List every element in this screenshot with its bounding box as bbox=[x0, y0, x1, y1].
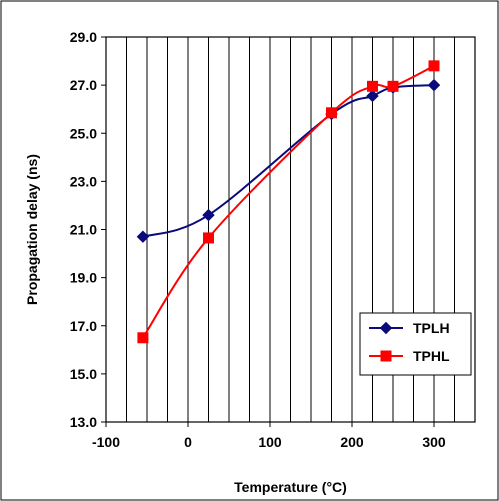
data-point-tphl bbox=[428, 60, 440, 72]
legend: TPLH TPHL bbox=[359, 312, 472, 376]
data-point-tphl bbox=[367, 80, 378, 92]
legend-box bbox=[359, 312, 472, 376]
y-tick-label: 23.0 bbox=[70, 173, 97, 189]
series-layer bbox=[136, 60, 441, 344]
series-tphl bbox=[137, 60, 440, 344]
data-point-tplh bbox=[427, 78, 441, 92]
y-tick-label: 27.0 bbox=[70, 77, 97, 93]
legend-marker-tplh bbox=[379, 321, 393, 335]
y-tick-label: 21.0 bbox=[70, 222, 97, 238]
tick-labels: 13.0 15.0 17.0 19.0 21.0 23.0 25.0 27.0 29.0 -100… bbox=[70, 29, 446, 450]
x-tick-label: 100 bbox=[258, 434, 282, 450]
x-tick-label: 200 bbox=[340, 434, 364, 450]
y-tick-label: 19.0 bbox=[70, 270, 97, 286]
data-point-tphl bbox=[137, 332, 149, 344]
data-point-tphl bbox=[203, 232, 214, 244]
plot-area bbox=[101, 36, 476, 427]
data-point-tplh bbox=[136, 230, 150, 243]
legend-label-tplh: TPLH bbox=[413, 320, 450, 336]
y-tick-label: 25.0 bbox=[70, 125, 97, 141]
y-axis-title: Propagation delay (ns) bbox=[24, 154, 40, 305]
legend-marker-tphl bbox=[380, 350, 392, 362]
data-point-tphl bbox=[387, 80, 399, 92]
data-point-tphl bbox=[326, 107, 337, 119]
legend-label-tphl: TPHL bbox=[413, 348, 450, 364]
legend-item-tphl: TPHL bbox=[369, 348, 450, 364]
data-point-tplh bbox=[202, 208, 215, 222]
y-tick-label: 29.0 bbox=[70, 29, 97, 45]
data-point-tplh bbox=[366, 89, 379, 103]
x-tick-label: 0 bbox=[184, 434, 192, 450]
legend-item-tplh: TPLH bbox=[369, 320, 450, 336]
x-tick-label: -100 bbox=[92, 434, 120, 450]
x-tick-label: 300 bbox=[422, 434, 446, 450]
x-axis-title: Temperature (°C) bbox=[234, 479, 347, 495]
y-tick-label: 13.0 bbox=[70, 414, 97, 430]
y-tick-label: 17.0 bbox=[70, 318, 97, 334]
y-tick-label: 15.0 bbox=[70, 366, 97, 382]
